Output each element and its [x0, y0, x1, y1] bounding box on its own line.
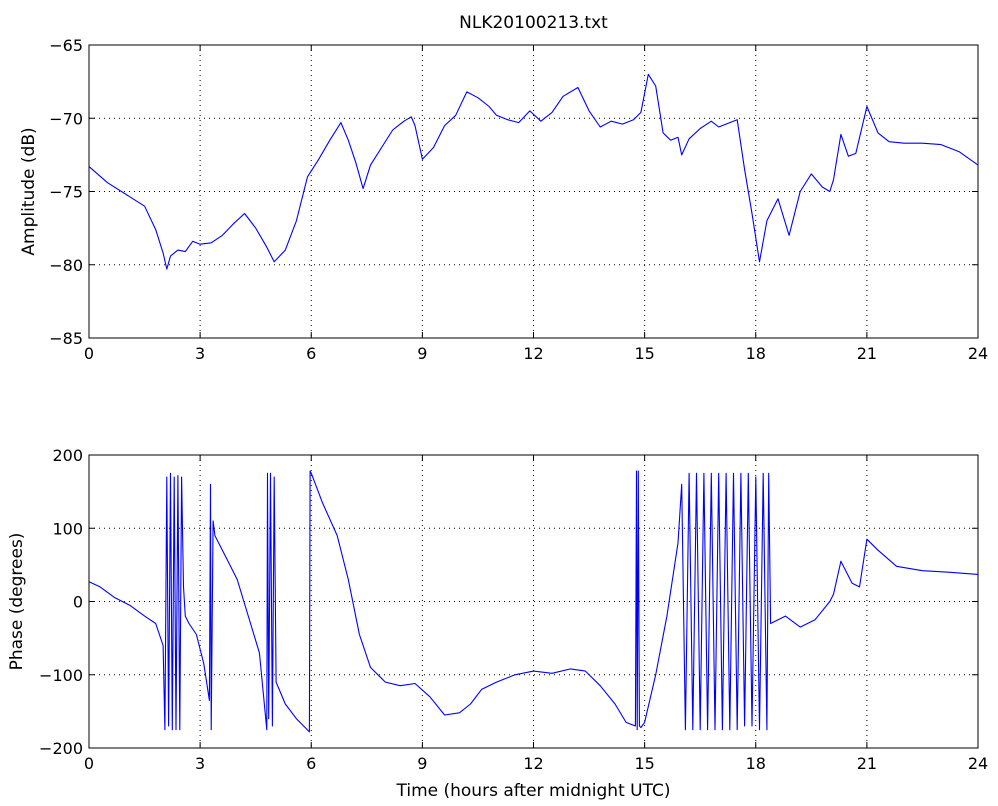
phase-y-tick-label: 100 [52, 519, 83, 538]
phase-x-tick-label: 24 [968, 754, 988, 773]
phase-x-tick-label: 0 [84, 754, 94, 773]
amplitude-x-tick-label: 12 [523, 344, 543, 363]
amplitude-x-tick-label: 24 [968, 344, 988, 363]
amplitude-y-tick-label: −75 [49, 183, 83, 202]
phase-y-tick-label: 200 [52, 446, 83, 465]
phase-series-line [88, 470, 979, 733]
amplitude-y-tick-label: −65 [49, 36, 83, 55]
amplitude-x-tick-label: 6 [306, 344, 316, 363]
amplitude-x-tick-label: 15 [634, 344, 654, 363]
amplitude-y-tick-label: −80 [49, 256, 83, 275]
phase-y-tick-label: −100 [39, 666, 83, 685]
phase-x-tick-label: 6 [306, 754, 316, 773]
amplitude-x-tick-label: 9 [417, 344, 427, 363]
phase-panel: 0 3 6 9 12 15 18 21 24 −200 −100 0 100 200 Phase (deg… [7, 446, 988, 801]
amplitude-x-tick-label: 0 [84, 344, 94, 363]
phase-x-tick-label: 12 [523, 754, 543, 773]
amplitude-series-line [88, 73, 979, 270]
phase-x-tick-label: 9 [417, 754, 427, 773]
amplitude-x-tick-label: 21 [857, 344, 877, 363]
amplitude-x-tick-label: 3 [195, 344, 205, 363]
phase-x-tick-label: 18 [746, 754, 766, 773]
x-axis-label: Time (hours after midnight UTC) [395, 781, 670, 801]
amplitude-y-tick-label: −70 [49, 109, 83, 128]
phase-x-tick-label: 21 [857, 754, 877, 773]
phase-y-axis-label: Phase (degrees) [7, 533, 27, 671]
amplitude-y-axis-label: Amplitude (dB) [19, 127, 39, 255]
phase-x-tick-label: 15 [634, 754, 654, 773]
phase-y-tick-label: 0 [73, 593, 83, 612]
amplitude-y-tick-label: −85 [49, 329, 83, 348]
amplitude-panel: 0 3 6 9 12 15 18 21 24 −85 −80 −75 −70 −65 Amplitude … [19, 36, 988, 363]
amplitude-x-tick-label: 18 [746, 344, 766, 363]
phase-y-tick-label: −200 [39, 739, 83, 758]
chart-title: NLK20100213.txt [459, 13, 608, 33]
phase-x-tick-label: 3 [195, 754, 205, 773]
